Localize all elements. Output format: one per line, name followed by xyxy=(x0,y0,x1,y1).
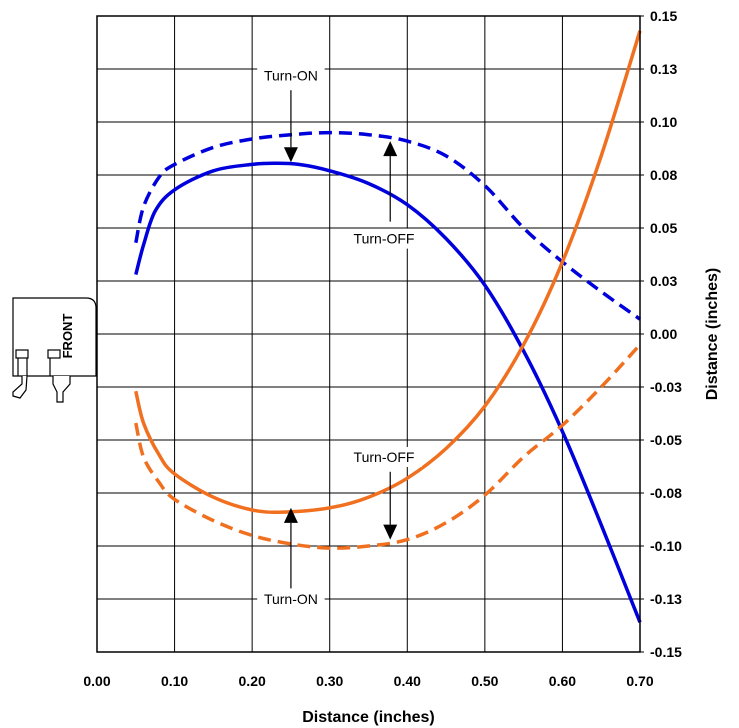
annotation-label: Turn-ON xyxy=(264,591,318,607)
y-tick-labels: 0.15 0.13 0.10 0.08 0.05 0.03 0.00 -0.03 -0.05 -0… xyxy=(650,8,682,660)
x-tick-label: 0.10 xyxy=(161,673,188,689)
y-tick-label: -0.15 xyxy=(650,644,682,660)
annotation-arrow-head xyxy=(283,147,298,163)
y-tick-label: -0.03 xyxy=(650,379,682,395)
annotation-arrow-head xyxy=(383,141,398,157)
y-tick-label: 0.05 xyxy=(650,220,677,236)
front-label: FRONT xyxy=(60,314,75,359)
grid xyxy=(96,15,644,653)
y-tick-label: 0.08 xyxy=(650,167,677,183)
y-tick-label: -0.10 xyxy=(650,538,682,554)
y-tick-label: 0.15 xyxy=(650,8,677,24)
annotation-label-background xyxy=(257,589,325,609)
x-tick-label: 0.20 xyxy=(239,673,266,689)
x-tick-labels: 0.00 0.10 0.20 0.30 0.40 0.50 0.60 0.70 xyxy=(83,673,653,689)
annotation-arrow-head xyxy=(383,524,398,540)
connector-pin-right-head xyxy=(47,349,61,359)
y-tick-label: 0.03 xyxy=(650,273,677,289)
connector-pin-left-head xyxy=(15,349,29,359)
orange-solid-series-line xyxy=(134,30,642,514)
blue-dashed-series-line xyxy=(134,130,642,321)
series-layer xyxy=(134,30,642,623)
x-tick-label: 0.40 xyxy=(394,673,421,689)
x-tick-label: 0.50 xyxy=(471,673,498,689)
x-tick-label: 0.30 xyxy=(316,673,343,689)
y-tick-label: 0.10 xyxy=(650,114,677,130)
y-tick-label: -0.05 xyxy=(650,432,682,448)
plot-frame xyxy=(96,15,641,653)
connector-body xyxy=(12,297,97,377)
front-connector-diagram: FRONT xyxy=(12,297,97,403)
x-tick-label: 0.60 xyxy=(549,673,576,689)
y-tick-label: 0.13 xyxy=(650,61,677,77)
annotation-label: Turn-OFF xyxy=(354,231,415,247)
y-tick-label: -0.08 xyxy=(650,485,682,501)
annotation-arrow-head xyxy=(283,507,298,523)
x-tick-label: 0.70 xyxy=(626,673,653,689)
annotation-label: Turn-OFF xyxy=(354,449,415,465)
orange-dashed-series-line xyxy=(134,343,642,550)
annotation-label: Turn-ON xyxy=(264,67,318,83)
blue-solid-series-line xyxy=(134,161,642,623)
y-axis-label: Distance (inches) xyxy=(704,268,721,400)
annotation-label-background xyxy=(257,65,325,86)
x-tick-label: 0.00 xyxy=(83,673,110,689)
annotation-label-background xyxy=(346,446,422,467)
x-axis-label: Distance (inches) xyxy=(302,709,434,726)
y-tick-label: 0.00 xyxy=(650,326,677,342)
y-tick-label: -0.13 xyxy=(650,591,682,607)
annotations: Turn-ON Turn-OFF Turn-OFF Turn-ON xyxy=(257,65,422,609)
annotation-label-background xyxy=(346,228,422,249)
